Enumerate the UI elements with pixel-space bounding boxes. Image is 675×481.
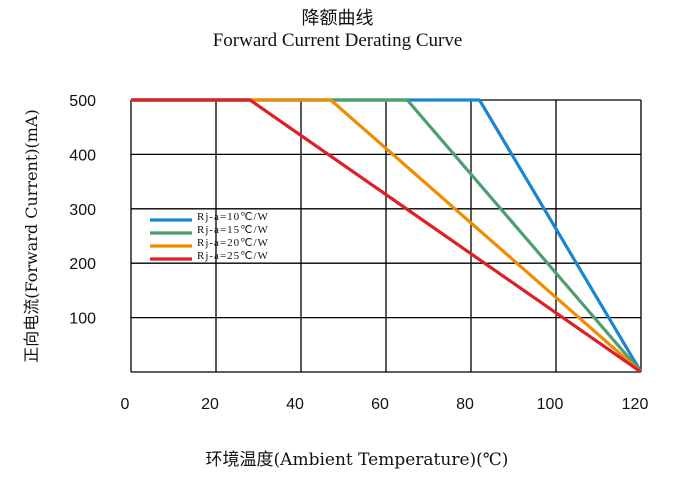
y-tick-label: 200 [69, 256, 96, 273]
x-tick-label: 100 [537, 396, 564, 413]
x-tick-label: 60 [371, 396, 389, 413]
series-line [131, 98, 642, 374]
legend-label: Rj-a=20℃/W [197, 237, 269, 249]
y-tick-label: 500 [69, 93, 96, 110]
chart-title: 降额曲线 [301, 8, 374, 29]
x-tick-label: 0 [121, 396, 130, 413]
x-tick-label: 120 [622, 396, 649, 413]
series-lines [131, 98, 643, 374]
legend-label: Rj-a=25℃/W [197, 250, 269, 262]
grid [130, 99, 642, 373]
x-tick-label: 80 [456, 396, 474, 413]
x-axis-title: 环境温度(Ambient Temperature)(℃) [206, 450, 509, 470]
y-tick-label: 300 [69, 202, 96, 219]
x-tick-label: 20 [201, 396, 219, 413]
tick-labels: 0 20 40 60 80 100 120 100 200 300 400 500 [69, 93, 648, 413]
legend-label: Rj-a=15℃/W [197, 224, 269, 236]
chart-subtitle: Forward Current Derating Curve [212, 30, 463, 51]
y-axis-title: 正向电流(Forward Current)(mA) [22, 109, 41, 362]
legend: Rj-a=10℃/WRj-a=15℃/WRj-a=20℃/WRj-a=25℃/W [150, 211, 269, 262]
legend-label: Rj-a=10℃/W [197, 211, 269, 223]
y-tick-label: 100 [69, 311, 96, 328]
x-tick-label: 40 [286, 396, 304, 413]
y-tick-label: 400 [69, 147, 96, 164]
